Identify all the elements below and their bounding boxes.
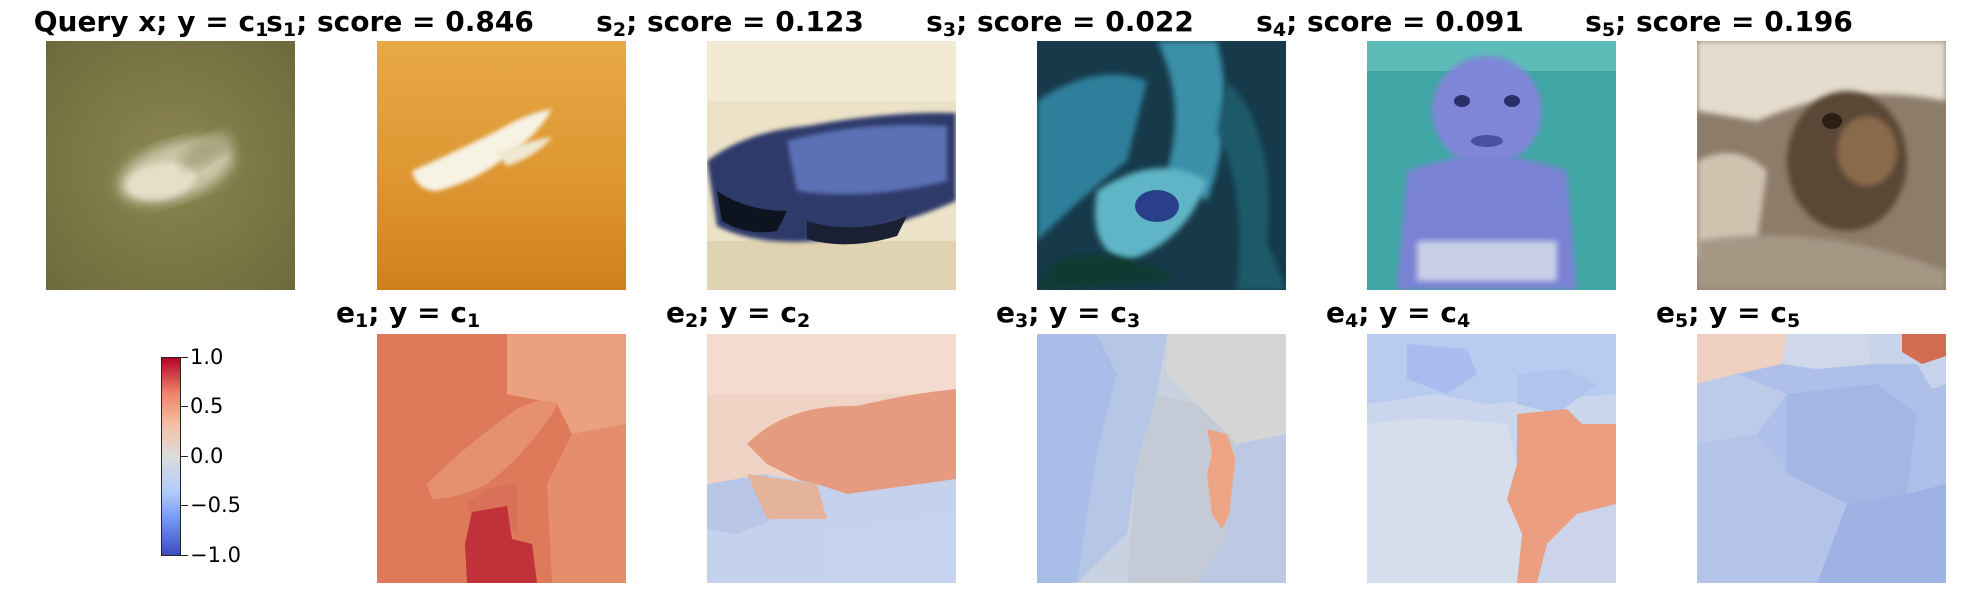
- sample-2-title: s2; score = 0.123: [596, 5, 864, 41]
- explanation-3-title: e3; y = c3: [996, 296, 1141, 332]
- colorbar-tick: [181, 456, 188, 457]
- explanation-3-heatmap: [1037, 334, 1286, 583]
- sample-4-image: [1367, 41, 1616, 290]
- sample-4-title: s4; score = 0.091: [1256, 5, 1524, 41]
- sample-5-title: s5; score = 0.196: [1585, 5, 1853, 41]
- explanation-1-heatmap: [377, 334, 626, 583]
- query-title: Query x; y = c1: [33, 5, 269, 41]
- explanation-1-title: e1; y = c1: [336, 296, 481, 332]
- explanation-5-heatmap: [1697, 334, 1946, 583]
- colorbar-tick-label: −1.0: [190, 543, 241, 567]
- sample-3-title: s3; score = 0.022: [926, 5, 1194, 41]
- colorbar-tick: [181, 555, 188, 556]
- sample-1-title: s1; score = 0.846: [266, 5, 534, 41]
- colorbar-tick-label: 0.5: [190, 394, 224, 418]
- sample-2-image: [707, 41, 956, 290]
- sample-5-image: [1697, 41, 1946, 290]
- colorbar-tick-label: 1.0: [190, 345, 224, 369]
- explanation-2-title: e2; y = c2: [666, 296, 811, 332]
- explanation-2-heatmap: [707, 334, 956, 583]
- sample-3-image: [1037, 41, 1286, 290]
- colorbar-tick-label: 0.0: [190, 444, 224, 468]
- colorbar-tick-label: −0.5: [190, 493, 241, 517]
- colorbar-tick: [181, 505, 188, 506]
- explanation-4-heatmap: [1367, 334, 1616, 583]
- colorbar-tick: [181, 406, 188, 407]
- query-image: [46, 41, 295, 290]
- colorbar: [161, 357, 181, 556]
- sample-1-image: [377, 41, 626, 290]
- explanation-5-title: e5; y = c5: [1656, 296, 1801, 332]
- colorbar-tick: [181, 357, 188, 358]
- explanation-4-title: e4; y = c4: [1326, 296, 1471, 332]
